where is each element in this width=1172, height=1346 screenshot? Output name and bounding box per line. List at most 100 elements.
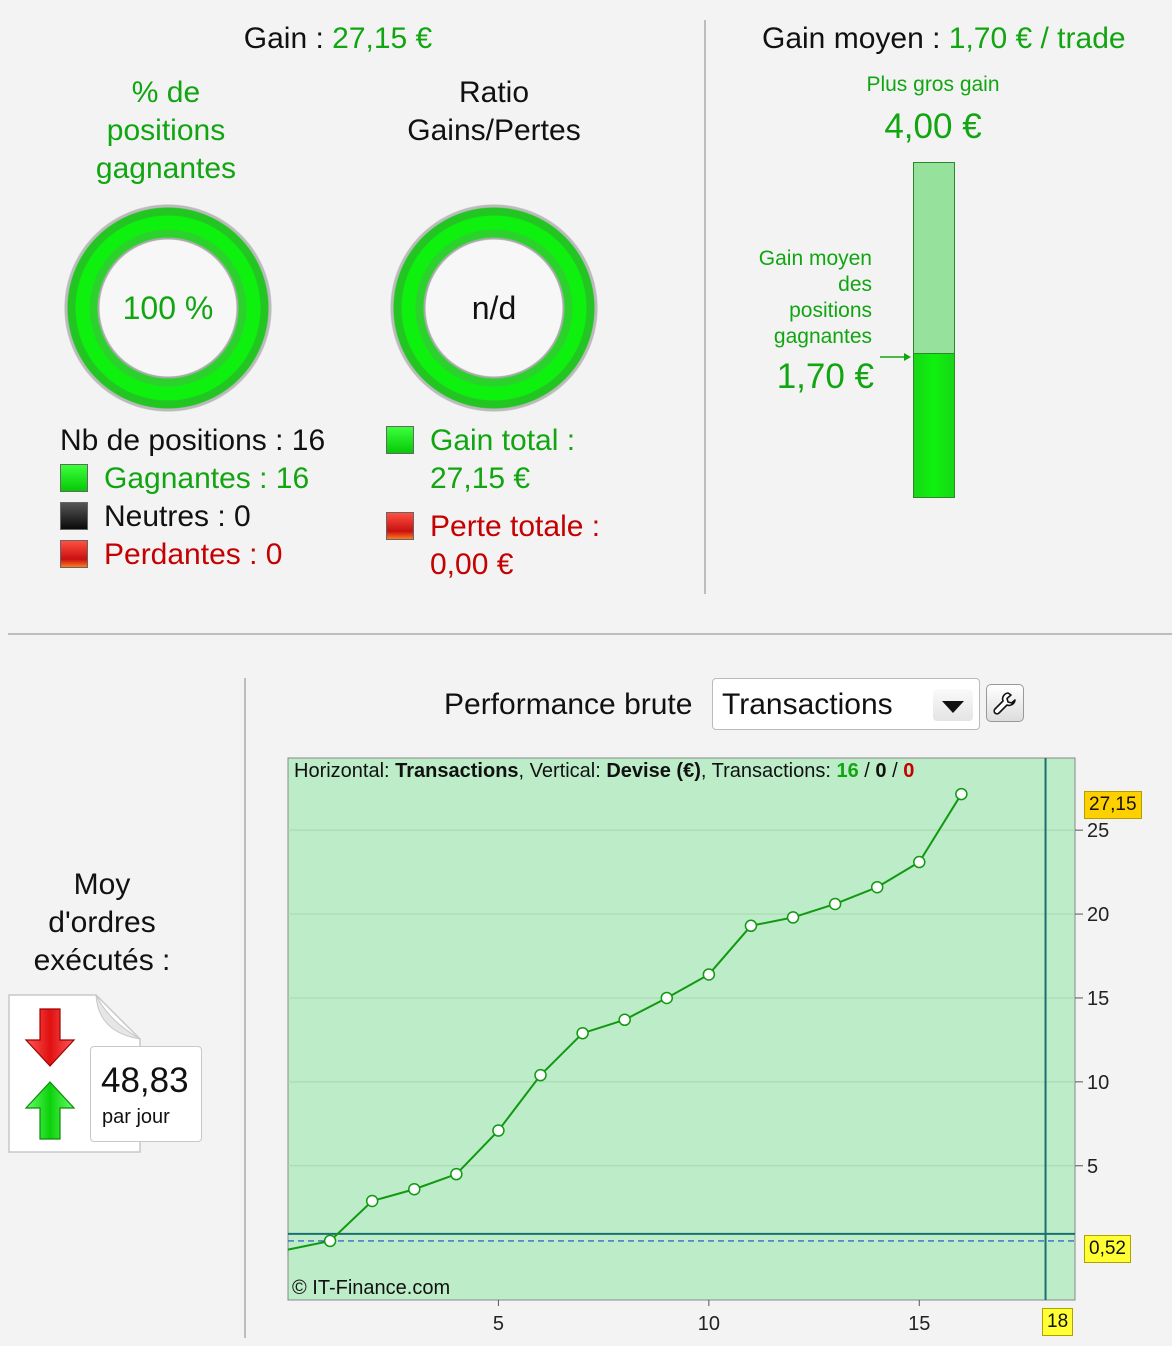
total-loss-label: Perte totale : xyxy=(430,510,601,543)
y-tick-label-25: 25 xyxy=(1087,820,1109,842)
win-pct-title-line-1: % de xyxy=(131,76,201,109)
win-pct-title-line-3: gagnantes xyxy=(95,152,237,185)
x-tick-label-15: 15 xyxy=(908,1313,930,1335)
series-points xyxy=(323,787,968,1248)
total-loss-legend-square xyxy=(386,512,414,540)
win-pct-title-line-2: positions xyxy=(106,114,226,147)
data-point-10 xyxy=(702,968,716,981)
avg-win-label-line-4: gagnantes xyxy=(773,325,872,348)
total-gain-value: 27,15 € xyxy=(430,462,531,495)
data-point-2 xyxy=(365,1194,379,1208)
info-transactions-label: , Transactions: xyxy=(700,760,837,782)
chart-settings-button[interactable] xyxy=(986,684,1024,722)
copyright: © IT-Finance.com xyxy=(292,1277,451,1299)
gain-label: Gain : xyxy=(243,22,333,55)
data-point-8 xyxy=(618,1013,631,1027)
info-transactions-loss: 0 xyxy=(903,760,915,782)
total-loss-value: 0,00 € xyxy=(430,548,514,581)
orders-title-line-3: exécutés : xyxy=(33,944,171,977)
baseline-tag: 0,52 xyxy=(1084,1235,1131,1263)
data-point-6 xyxy=(534,1068,547,1082)
total-gain-label: Gain total : xyxy=(430,424,576,457)
data-point-9 xyxy=(660,991,674,1005)
info-vertical-label: , Vertical: xyxy=(518,760,607,782)
avg-gain-gauge xyxy=(913,162,955,498)
win-pct-donut: 100 % xyxy=(62,202,274,414)
avg-gain-value: 1,70 € / trade xyxy=(948,22,1126,55)
x-tick-label-10: 10 xyxy=(698,1313,720,1335)
y-tick-label-5: 5 xyxy=(1087,1156,1098,1178)
total-loss: Perte totale : 0,00 € xyxy=(430,508,600,584)
avg-gain-gauge-fill xyxy=(914,353,954,497)
biggest-gain-label: Plus gros gain xyxy=(866,73,1000,96)
data-point-13 xyxy=(828,897,842,911)
red-down-arrow-icon xyxy=(24,1008,76,1068)
avg-gain-label: Gain moyen : xyxy=(762,22,949,55)
data-point-7 xyxy=(576,1026,589,1040)
section-divider xyxy=(8,633,1172,635)
x-axis: 5 10 15 xyxy=(493,1300,930,1335)
neutral-count: Neutres : 0 xyxy=(104,500,251,533)
gauge-pointer-icon xyxy=(880,349,912,361)
nb-positions: Nb de positions : 16 xyxy=(60,424,326,457)
info-separator-1: / xyxy=(858,760,876,782)
last-value-tag: 27,15 xyxy=(1084,791,1142,819)
avg-gain-header: Gain moyen : 1,70 € / trade xyxy=(762,20,1126,58)
mode-select[interactable]: Transactions xyxy=(712,678,980,730)
win-pct-value: 100 % xyxy=(122,289,214,326)
info-separator-2: / xyxy=(886,760,904,782)
winners-count: Gagnantes : 16 xyxy=(104,462,310,495)
ratio-value: n/d xyxy=(471,289,517,326)
data-point-14 xyxy=(870,880,884,894)
plot-area xyxy=(287,757,1076,1301)
data-point-5 xyxy=(492,1124,505,1137)
info-transactions-neutral: 0 xyxy=(875,760,887,782)
top-divider xyxy=(704,20,706,594)
gain-header: Gain : 27,15 € xyxy=(188,20,488,58)
orders-value: 48,83 xyxy=(101,1061,189,1100)
total-gain-legend-square xyxy=(386,426,414,454)
bottom-divider xyxy=(244,678,246,1338)
win-pct-title: % de positions gagnantes xyxy=(50,74,282,188)
avg-win-label-line-1: Gain moyen xyxy=(758,247,872,270)
neutral-legend-square xyxy=(60,502,88,530)
y-axis: 5 10 15 20 25 xyxy=(1075,820,1109,1178)
data-point-15 xyxy=(913,855,926,869)
orders-value-box: 48,83 par jour xyxy=(90,1046,202,1142)
orders-title-line-1: Moy xyxy=(73,868,131,901)
winners-legend-square xyxy=(60,464,88,492)
ratio-title-line-2: Gains/Pertes xyxy=(407,114,581,147)
biggest-gain-value: 4,00 € xyxy=(884,107,982,146)
data-point-3 xyxy=(408,1183,421,1196)
info-transactions-win: 16 xyxy=(836,760,859,782)
ratio-title-line-1: Ratio xyxy=(458,76,530,109)
cursor-x-tag: 18 xyxy=(1042,1308,1074,1336)
green-up-arrow-icon xyxy=(24,1080,76,1140)
chart-info-line: Horizontal: Transactions, Vertical: Devi… xyxy=(294,759,914,783)
avg-win-label-line-2: des xyxy=(838,273,872,296)
losers-legend-square xyxy=(60,540,88,568)
total-gain: Gain total : 27,15 € xyxy=(430,422,575,498)
performance-title: Performance brute xyxy=(444,688,693,721)
chart-grid xyxy=(288,829,1075,1167)
data-point-16 xyxy=(955,787,968,801)
gain-value: 27,15 € xyxy=(332,22,433,55)
x-tick-label-5: 5 xyxy=(493,1313,504,1335)
orders-unit: par jour xyxy=(102,1106,170,1128)
info-horizontal-label: Horizontal: xyxy=(294,760,396,782)
avg-win-value: 1,70 € xyxy=(776,357,874,396)
y-tick-label-10: 10 xyxy=(1087,1072,1109,1094)
orders-title: Moy d'ordres exécutés : xyxy=(14,866,190,980)
ratio-title: Ratio Gains/Pertes xyxy=(370,74,618,150)
wrench-icon xyxy=(993,692,1016,715)
avg-win-label: Gain moyen des positions gagnantes xyxy=(740,246,872,350)
chevron-down-icon[interactable] xyxy=(933,689,973,721)
mode-select-value: Transactions xyxy=(722,688,893,721)
y-tick-label-15: 15 xyxy=(1087,988,1109,1010)
data-point-4 xyxy=(450,1167,463,1181)
ratio-donut: n/d xyxy=(388,202,600,414)
losers-count: Perdantes : 0 xyxy=(104,538,283,571)
orders-title-line-2: d'ordres xyxy=(48,906,156,939)
info-vertical-value: Devise (€) xyxy=(606,760,701,782)
